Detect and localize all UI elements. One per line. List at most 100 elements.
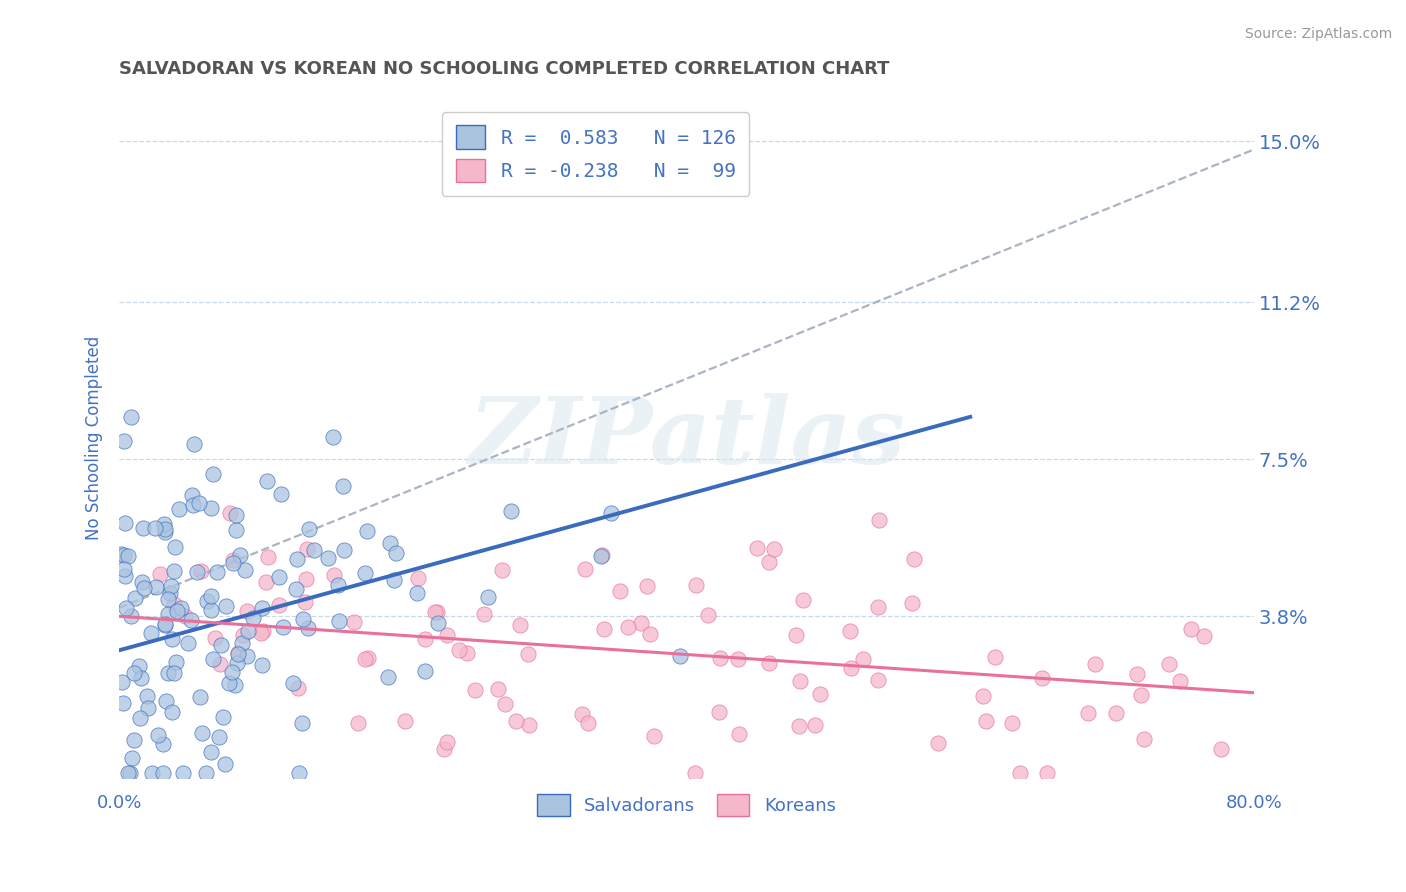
Point: [180, 613, 202, 627]
Point: [866, 673, 889, 687]
Point: [903, 552, 925, 566]
Point: [181, 488, 204, 502]
Point: [124, 591, 146, 606]
Point: [866, 600, 889, 615]
Point: [838, 624, 860, 638]
Point: [221, 665, 243, 679]
Point: [114, 516, 136, 530]
Point: [122, 733, 145, 747]
Point: [983, 649, 1005, 664]
Point: [591, 549, 613, 563]
Point: [1157, 657, 1180, 671]
Point: [111, 696, 134, 710]
Point: [202, 467, 225, 481]
Point: [208, 731, 231, 745]
Point: [236, 649, 259, 664]
Point: [1105, 706, 1128, 720]
Point: [1192, 629, 1215, 643]
Point: [785, 627, 807, 641]
Point: [1129, 688, 1152, 702]
Point: [190, 565, 212, 579]
Point: [574, 562, 596, 576]
Point: [630, 616, 652, 631]
Point: [146, 728, 169, 742]
Point: [152, 766, 174, 780]
Point: [205, 566, 228, 580]
Point: [505, 714, 527, 728]
Point: [157, 592, 180, 607]
Point: [758, 555, 780, 569]
Point: [297, 621, 319, 635]
Point: [225, 656, 247, 670]
Point: [328, 614, 350, 628]
Point: [122, 665, 145, 680]
Point: [256, 474, 278, 488]
Point: [456, 647, 478, 661]
Point: [804, 718, 827, 732]
Point: [357, 651, 380, 665]
Point: [170, 600, 193, 615]
Point: [406, 571, 429, 585]
Point: [190, 726, 212, 740]
Point: [115, 600, 138, 615]
Point: [143, 521, 166, 535]
Point: [295, 572, 318, 586]
Point: [136, 689, 159, 703]
Point: [356, 524, 378, 538]
Point: [224, 678, 246, 692]
Point: [405, 586, 427, 600]
Point: [139, 625, 162, 640]
Point: [591, 548, 613, 562]
Point: [222, 556, 245, 570]
Point: [1010, 766, 1032, 780]
Point: [200, 589, 222, 603]
Point: [114, 568, 136, 582]
Point: [571, 706, 593, 721]
Point: [155, 618, 177, 632]
Point: [233, 563, 256, 577]
Point: [1126, 667, 1149, 681]
Point: [250, 626, 273, 640]
Point: [900, 596, 922, 610]
Point: [201, 652, 224, 666]
Point: [413, 632, 436, 646]
Point: [974, 714, 997, 728]
Point: [215, 599, 238, 613]
Point: [236, 604, 259, 618]
Point: [425, 605, 447, 619]
Point: [153, 524, 176, 539]
Point: [121, 751, 143, 765]
Point: [1180, 623, 1202, 637]
Point: [683, 766, 706, 780]
Point: [499, 503, 522, 517]
Point: [347, 715, 370, 730]
Point: [808, 686, 831, 700]
Text: Source: ZipAtlas.com: Source: ZipAtlas.com: [1244, 27, 1392, 41]
Point: [153, 616, 176, 631]
Point: [231, 636, 253, 650]
Point: [323, 568, 346, 582]
Point: [491, 563, 513, 577]
Point: [163, 540, 186, 554]
Point: [209, 657, 232, 672]
Point: [291, 716, 314, 731]
Point: [302, 543, 325, 558]
Point: [136, 701, 159, 715]
Point: [685, 578, 707, 592]
Point: [242, 611, 264, 625]
Point: [436, 735, 458, 749]
Point: [643, 729, 665, 743]
Point: [271, 620, 294, 634]
Point: [1031, 671, 1053, 685]
Point: [787, 719, 810, 733]
Point: [204, 631, 226, 645]
Point: [477, 591, 499, 605]
Point: [436, 628, 458, 642]
Point: [792, 593, 814, 607]
Point: [494, 697, 516, 711]
Point: [226, 646, 249, 660]
Point: [257, 549, 280, 564]
Point: [188, 690, 211, 705]
Point: [353, 566, 375, 580]
Point: [110, 548, 132, 562]
